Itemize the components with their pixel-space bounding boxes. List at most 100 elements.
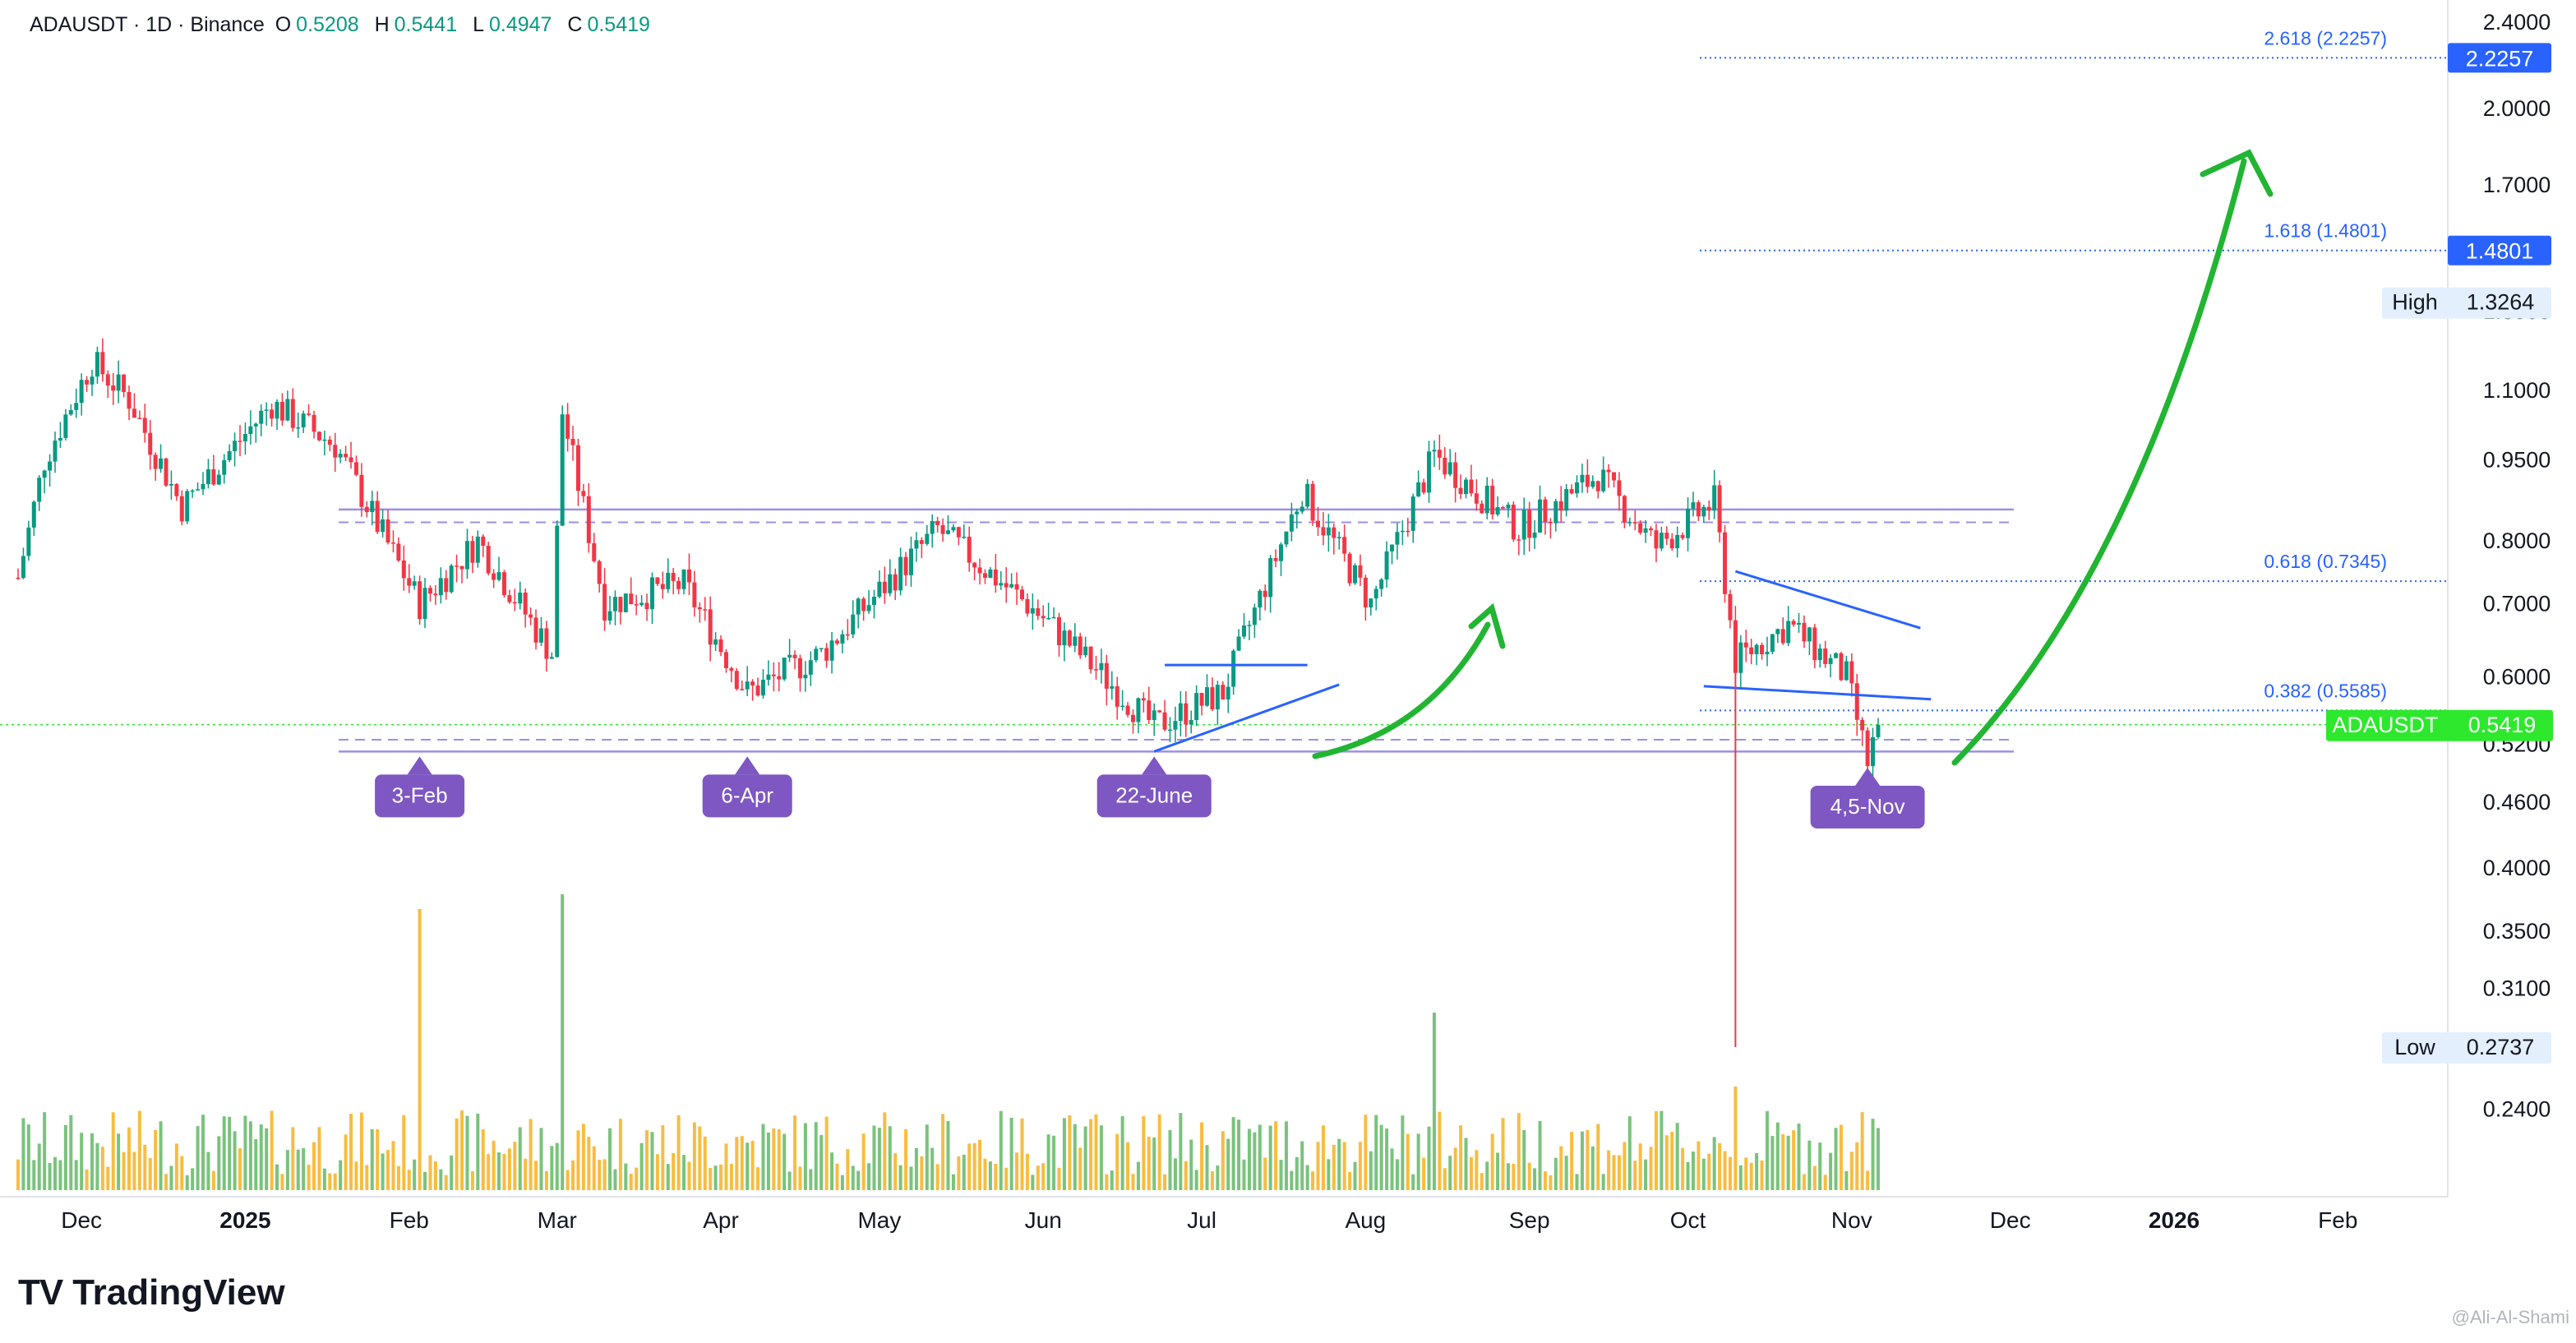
callout-pointer <box>1142 756 1167 775</box>
volume-bar <box>888 1126 892 1190</box>
volume-bar <box>1147 1137 1151 1190</box>
ohlc-legend: ADAUSDT · 1D · Binance O 0.5208 H 0.5441 L… <box>30 13 650 36</box>
price-axis[interactable]: 2.40002.00001.70001.30001.10000.95000.80… <box>2326 10 2553 1121</box>
volume-bar <box>1718 1142 1722 1190</box>
volume-bar <box>1670 1131 1674 1190</box>
volume-bar <box>772 1128 776 1190</box>
volume-bar <box>1522 1129 1526 1190</box>
volume-bar <box>317 1127 321 1190</box>
volume-bar <box>941 1114 945 1190</box>
candle-body <box>1258 590 1263 608</box>
candle-body <box>962 536 967 538</box>
volume-bar <box>1707 1153 1711 1190</box>
candle-body <box>1595 481 1600 492</box>
volume-bar <box>1316 1142 1320 1190</box>
wedge-upper-line <box>1734 570 1921 630</box>
volume-bar <box>322 1168 326 1190</box>
candle-body <box>1384 551 1389 580</box>
volume-bar <box>1268 1125 1272 1190</box>
price-tick-label: 0.8000 <box>2483 528 2551 553</box>
volume-bar <box>1210 1170 1214 1190</box>
volume-bar <box>1258 1124 1262 1190</box>
candle-body <box>1553 501 1558 524</box>
candle-body <box>1543 499 1548 522</box>
volume-bar <box>185 1175 189 1190</box>
candle-body <box>201 483 205 490</box>
candle-body <box>529 614 533 618</box>
candle-body <box>1680 534 1685 538</box>
volume-bar <box>487 1154 491 1190</box>
volume-bar <box>407 1170 411 1190</box>
candle-body <box>63 414 68 438</box>
candle-body <box>1643 528 1648 533</box>
candle-body <box>407 578 412 586</box>
candle-body <box>686 569 691 583</box>
candle-body <box>1649 528 1654 531</box>
volume-bar <box>1876 1128 1880 1190</box>
candle-body <box>935 520 940 525</box>
wedge-lower-line <box>1703 685 1932 701</box>
volume-bar <box>513 1142 517 1190</box>
candle-body <box>1136 698 1141 722</box>
annotation-callout: 4,5-Nov <box>1810 767 1925 828</box>
candle-body <box>1802 622 1807 642</box>
candle-body <box>1834 653 1839 658</box>
candle-body <box>1252 607 1257 625</box>
volume-bar <box>1305 1165 1309 1190</box>
candle-body <box>464 541 469 570</box>
annotation-callout: 3-Feb <box>375 756 465 818</box>
candle-body <box>888 574 893 593</box>
volume-bar <box>1083 1126 1087 1190</box>
volume-bar <box>333 1173 337 1190</box>
candle-body <box>148 432 153 455</box>
volume-bar <box>1464 1138 1468 1190</box>
candle-body <box>618 597 623 612</box>
volume-bar <box>846 1149 850 1190</box>
candle-body <box>1760 644 1765 655</box>
candle-body <box>1839 653 1844 681</box>
volume-bar <box>1786 1135 1790 1190</box>
volume-bar <box>1580 1131 1584 1190</box>
candle-body <box>623 593 628 612</box>
candle-body <box>882 581 887 593</box>
candle-body <box>1532 533 1537 538</box>
candle-body <box>856 598 861 615</box>
price-tick-label: 0.6000 <box>2483 664 2551 689</box>
volume-bar <box>1770 1136 1775 1190</box>
price-tick-label: 2.4000 <box>2483 10 2551 35</box>
candle-body <box>1585 474 1590 487</box>
symbol-label[interactable]: ADAUSDT · 1D · Binance <box>30 13 265 36</box>
callout-box <box>375 774 465 818</box>
volume-bar <box>1697 1141 1701 1190</box>
tradingview-logo-icon[interactable]: TV <box>18 1272 63 1313</box>
tradingview-wordmark[interactable]: TradingView <box>72 1272 285 1313</box>
candle-body <box>1669 538 1674 549</box>
volume-bar <box>328 1173 332 1190</box>
volume-bar <box>539 1128 543 1190</box>
candle-body <box>1410 496 1415 531</box>
candle-body <box>169 483 173 486</box>
time-axis[interactable]: Dec 2025 Feb Mar Apr May Jun Jul Aug Sep Oct Nov Dec… <box>61 1207 2357 1233</box>
candle-body <box>1427 451 1432 493</box>
candle-body <box>1014 584 1019 590</box>
candle-body <box>1701 506 1706 517</box>
candle-body <box>1067 630 1072 646</box>
candle-body <box>649 577 654 610</box>
candle-body <box>364 506 369 513</box>
volume-bar <box>608 1128 612 1190</box>
price-tick-label: 0.3100 <box>2483 976 2551 1000</box>
volume-bar <box>1797 1123 1801 1190</box>
candle-body <box>1221 685 1226 700</box>
volume-bar <box>661 1124 665 1190</box>
candle-body <box>1336 537 1341 538</box>
price-tick-label: 0.4600 <box>2483 790 2551 815</box>
volume-bar <box>1517 1113 1521 1190</box>
volume-bar <box>1416 1133 1420 1190</box>
candle-body <box>1765 651 1770 655</box>
volume-bar <box>766 1132 770 1190</box>
candle-body <box>1316 520 1321 528</box>
volume-bar <box>1263 1157 1267 1190</box>
volume-bar <box>1807 1140 1812 1190</box>
candle-body <box>296 427 301 429</box>
